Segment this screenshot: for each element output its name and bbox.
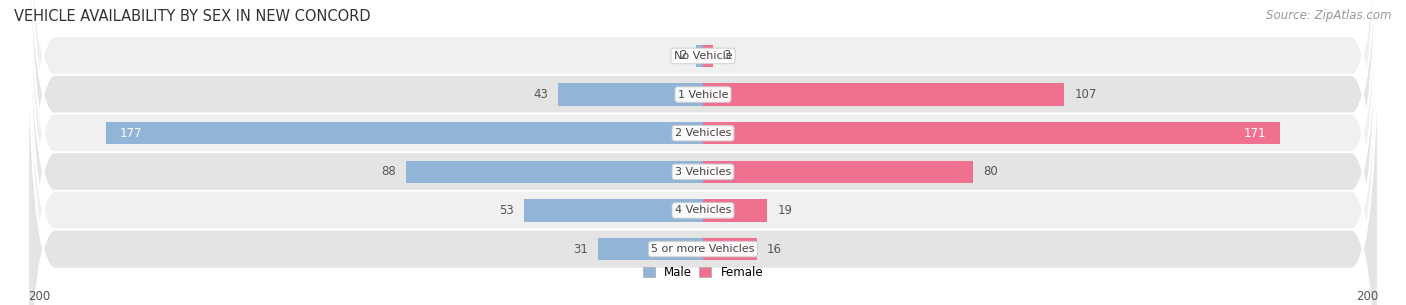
Bar <box>599 238 703 260</box>
Text: 177: 177 <box>120 127 142 140</box>
Text: 171: 171 <box>1244 127 1267 140</box>
Bar <box>524 199 703 222</box>
Text: 19: 19 <box>778 204 792 217</box>
Text: 53: 53 <box>499 204 515 217</box>
Text: 200: 200 <box>28 290 51 303</box>
Bar <box>406 161 703 183</box>
FancyBboxPatch shape <box>28 0 1378 305</box>
Bar <box>703 83 1064 106</box>
Bar <box>105 122 703 144</box>
Text: 3: 3 <box>723 49 731 63</box>
FancyBboxPatch shape <box>28 0 1378 305</box>
Text: 1 Vehicle: 1 Vehicle <box>678 90 728 99</box>
Text: 88: 88 <box>381 165 396 178</box>
FancyBboxPatch shape <box>28 0 1378 305</box>
Bar <box>703 161 973 183</box>
Text: Source: ZipAtlas.com: Source: ZipAtlas.com <box>1267 9 1392 22</box>
Bar <box>703 238 756 260</box>
Text: 31: 31 <box>574 242 588 256</box>
Legend: Male, Female: Male, Female <box>641 263 765 281</box>
Text: 4 Vehicles: 4 Vehicles <box>675 206 731 215</box>
Bar <box>696 45 703 67</box>
Text: 2: 2 <box>679 49 686 63</box>
Text: 2 Vehicles: 2 Vehicles <box>675 128 731 138</box>
FancyBboxPatch shape <box>28 0 1378 305</box>
FancyBboxPatch shape <box>28 0 1378 305</box>
Bar <box>703 45 713 67</box>
Text: 107: 107 <box>1074 88 1097 101</box>
Text: 43: 43 <box>533 88 548 101</box>
Bar <box>703 122 1279 144</box>
Bar <box>703 199 768 222</box>
Text: 16: 16 <box>768 242 782 256</box>
Text: 80: 80 <box>983 165 998 178</box>
Text: 3 Vehicles: 3 Vehicles <box>675 167 731 177</box>
Text: No Vehicle: No Vehicle <box>673 51 733 61</box>
Text: 5 or more Vehicles: 5 or more Vehicles <box>651 244 755 254</box>
Bar <box>558 83 703 106</box>
FancyBboxPatch shape <box>28 0 1378 305</box>
Text: VEHICLE AVAILABILITY BY SEX IN NEW CONCORD: VEHICLE AVAILABILITY BY SEX IN NEW CONCO… <box>14 9 371 24</box>
Text: 200: 200 <box>1355 290 1378 303</box>
